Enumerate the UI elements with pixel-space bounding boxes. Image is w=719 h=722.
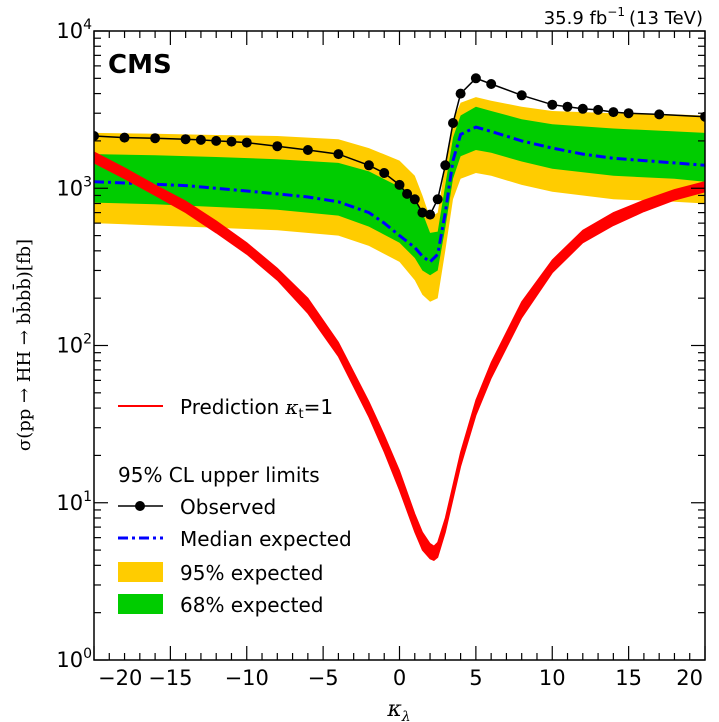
plot-data-layer: [94, 73, 705, 561]
x-tick-label: −15: [148, 666, 192, 690]
legend-band68-label: 68% expected: [180, 593, 323, 617]
observed-point: [180, 134, 191, 145]
observed-point: [302, 145, 313, 155]
y-tick-label: 103: [56, 174, 92, 200]
x-tick-label: 0: [393, 666, 406, 690]
observed-point: [379, 168, 390, 178]
legend: Prediction κt=1 95% CL upper limits Obser…: [118, 395, 352, 617]
observed-point: [516, 90, 527, 101]
observed-point: [425, 209, 436, 220]
band-68-expected: [94, 106, 705, 276]
observed-point: [211, 135, 222, 146]
observed-point: [432, 194, 443, 205]
median-expected-line: [94, 125, 705, 264]
x-tick-label: 15: [615, 666, 642, 690]
observed-point: [119, 132, 130, 143]
observed-point: [363, 160, 374, 171]
lumi-exponent: −1: [607, 5, 625, 19]
x-tick-label: 20: [676, 666, 703, 690]
legend-prediction-label: Prediction κt=1: [180, 395, 333, 422]
legend-median-label: Median expected: [180, 527, 352, 551]
y-tick-label: 101: [56, 489, 92, 515]
legend-observed-label: Observed: [180, 495, 276, 519]
observed-point: [623, 108, 634, 119]
legend-limits-title: 95% CL upper limits: [118, 463, 320, 487]
observed-point: [226, 136, 237, 147]
x-axis-title: κλ: [386, 697, 410, 722]
x-tick-label: 5: [469, 666, 482, 690]
observed-point: [241, 137, 252, 148]
x-axis-symbol: κ: [386, 697, 402, 722]
x-axis-subscript: λ: [401, 709, 411, 722]
x-tick-label: −20: [98, 666, 142, 690]
observed-point: [195, 134, 206, 145]
y-tick-labels: 100 101 102 103 104: [56, 17, 92, 672]
observed-point: [593, 104, 604, 115]
lumi-energy: (13 TeV): [629, 8, 703, 29]
lumi-label: 35.9 fb−1 (13 TeV): [544, 5, 703, 29]
prediction-band: [94, 151, 705, 561]
observed-point: [700, 111, 705, 122]
observed-point: [440, 160, 451, 171]
observed-point: [150, 133, 161, 144]
observed-point: [394, 179, 405, 190]
observed-point: [333, 149, 344, 160]
observed-point: [448, 118, 458, 128]
observed-point: [608, 107, 619, 118]
x-tick-label: −5: [308, 666, 339, 690]
observed-point: [654, 109, 665, 120]
y-tick-label: 102: [56, 332, 92, 358]
observed-point: [417, 207, 428, 218]
observed-point: [470, 73, 481, 84]
legend-band95-label: 95% expected: [180, 561, 323, 585]
observed-point: [486, 79, 497, 89]
observed-point: [577, 103, 588, 114]
legend-band95-swatch: [118, 562, 163, 582]
x-tick-labels: −20 −15 −10 −5 0 5 10 15 20: [98, 666, 703, 690]
observed-point: [547, 99, 558, 110]
axis-ticks: [93, 30, 706, 661]
lumi-value: 35.9 fb: [544, 8, 608, 29]
y-tick-label: 104: [56, 17, 92, 43]
x-tick-label: 10: [539, 666, 566, 690]
y-tick-label: 100: [56, 646, 92, 672]
x-tick-label: −10: [225, 666, 269, 690]
observed-point: [455, 88, 466, 99]
observed-point: [409, 194, 420, 205]
observed-point: [402, 188, 413, 199]
observed-point: [272, 141, 283, 152]
legend-observed-marker: [135, 501, 145, 511]
observed-point: [562, 101, 573, 112]
experiment-label: CMS: [108, 50, 172, 80]
legend-band68-swatch: [118, 594, 163, 614]
observed-point: [94, 131, 99, 141]
y-axis-title: σ(pp → HH → bb̄bb̄)[fb]: [11, 239, 35, 451]
